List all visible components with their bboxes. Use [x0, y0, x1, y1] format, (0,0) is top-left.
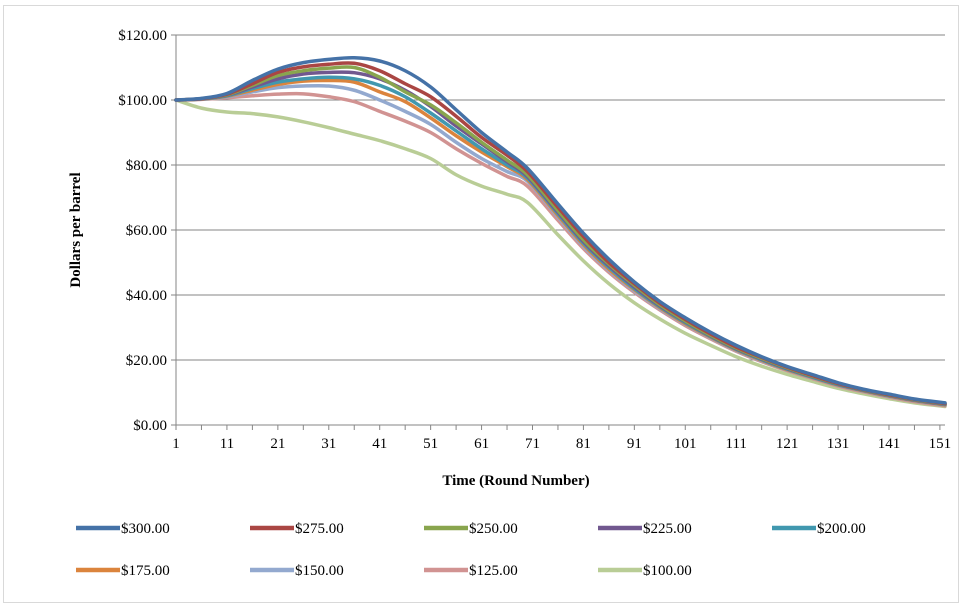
- x-tick-label: 71: [525, 436, 540, 452]
- x-tick-label: 131: [827, 436, 850, 452]
- legend-label-30000: $300.00: [121, 521, 170, 537]
- series-line-27500: [174, 61, 947, 406]
- series-line-12500: [174, 91, 947, 408]
- x-axis-title: Time (Round Number): [442, 473, 589, 489]
- series-line-30000: [174, 55, 947, 405]
- legend-label-20000: $200.00: [817, 521, 866, 537]
- y-tick-label: $120.00: [118, 28, 167, 44]
- x-tick-label: 1: [172, 436, 180, 452]
- series-lines: [174, 55, 947, 409]
- x-tick-label: 41: [372, 436, 387, 452]
- y-tick-label: $20.00: [126, 353, 167, 369]
- y-tick-label: $0.00: [133, 418, 167, 434]
- legend-label-27500: $275.00: [295, 521, 344, 537]
- x-tick-label: 121: [776, 436, 799, 452]
- y-tick-label: $100.00: [118, 93, 167, 109]
- tick-labels: $0.00 $20.00 $40.00 $60.00 $80.00 $100.00 $120…: [118, 28, 951, 452]
- legend-label-22500: $225.00: [643, 521, 692, 537]
- series-line-20000: [174, 75, 947, 407]
- legend-label-17500: $175.00: [121, 563, 170, 579]
- x-tick-label: 81: [576, 436, 591, 452]
- x-tick-label: 31: [321, 436, 336, 452]
- y-axis-title: Dollars per barrel: [68, 172, 84, 287]
- x-tick-label: 91: [627, 436, 642, 452]
- legend-label-10000: $100.00: [643, 563, 692, 579]
- y-tick-label: $80.00: [126, 158, 167, 174]
- x-tick-label: 111: [726, 436, 747, 452]
- x-tick-label: 51: [423, 436, 438, 452]
- series-line-15000: [174, 83, 947, 407]
- x-tick-label: 11: [220, 436, 234, 452]
- x-tick-label: 61: [474, 436, 489, 452]
- legend-label-12500: $125.00: [469, 563, 518, 579]
- series-line-10000: [174, 98, 947, 409]
- x-tick-label: 141: [878, 436, 901, 452]
- legend-label-25000: $250.00: [469, 521, 518, 537]
- series-line-17500: [174, 78, 947, 407]
- y-tick-label: $40.00: [126, 288, 167, 304]
- x-tick-label: 151: [929, 436, 952, 452]
- y-tick-label: $60.00: [126, 223, 167, 239]
- x-tick-label: 101: [674, 436, 697, 452]
- legend: $300.00 $275.00 $250.00 $225.00 $200.00 $175.…: [76, 521, 866, 579]
- x-tick-label: 21: [270, 436, 285, 452]
- gridlines: [176, 34, 945, 361]
- legend-label-15000: $150.00: [295, 563, 344, 579]
